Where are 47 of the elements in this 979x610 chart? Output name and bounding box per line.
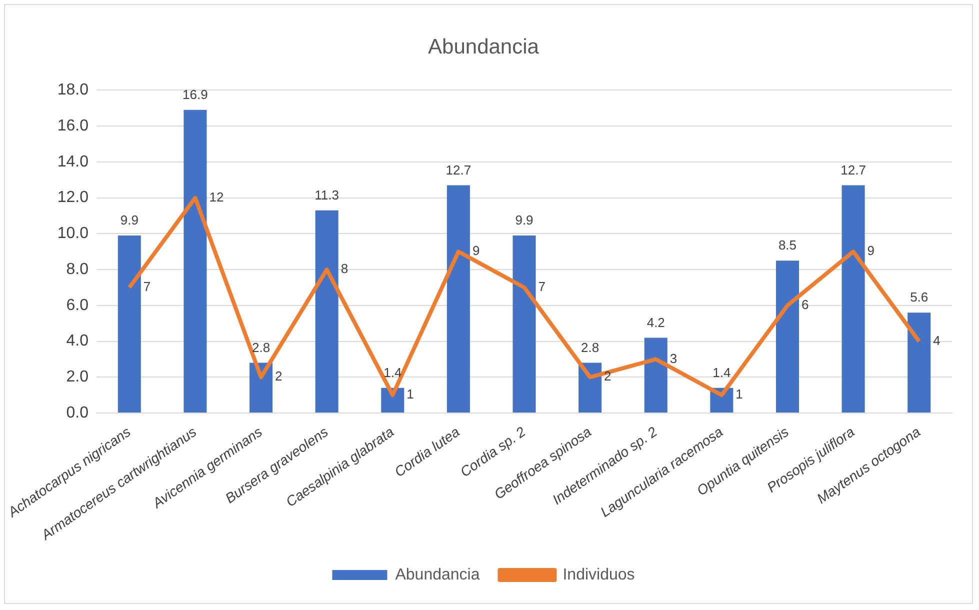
data-label: 6 bbox=[801, 296, 809, 312]
bar bbox=[842, 185, 865, 413]
data-label: 11.3 bbox=[314, 187, 339, 202]
data-label: 4 bbox=[933, 332, 940, 348]
y-tick-label: 0.0 bbox=[66, 404, 89, 422]
bar bbox=[512, 235, 536, 413]
y-tick-label: 2.0 bbox=[66, 368, 89, 386]
data-label: 7 bbox=[538, 279, 546, 294]
y-tick-label: 14.0 bbox=[57, 153, 89, 170]
data-label: 9 bbox=[472, 243, 480, 258]
data-label: 9 bbox=[867, 243, 875, 258]
chart-title: Abundancia bbox=[428, 35, 540, 58]
y-tick-label: 4.0 bbox=[66, 332, 89, 350]
data-label: 7 bbox=[143, 279, 151, 294]
data-label: 8 bbox=[340, 261, 348, 276]
data-label: 5.6 bbox=[910, 290, 928, 305]
y-tick-label: 8.0 bbox=[66, 260, 89, 278]
legend-label: Individuos bbox=[562, 566, 635, 584]
data-label: 1.4 bbox=[384, 364, 402, 380]
bar bbox=[908, 312, 931, 413]
bar bbox=[184, 110, 207, 413]
y-tick-label: 18.0 bbox=[57, 82, 89, 99]
data-label: 4.2 bbox=[646, 314, 665, 330]
data-label: 12 bbox=[209, 189, 224, 204]
data-label: 2 bbox=[275, 368, 282, 384]
data-label: 1.4 bbox=[712, 364, 731, 380]
data-label: 1 bbox=[406, 386, 414, 402]
y-tick-label: 10.0 bbox=[57, 225, 89, 242]
y-tick-label: 16.0 bbox=[57, 117, 89, 134]
y-tick-label: 6.0 bbox=[66, 296, 89, 314]
data-label: 12.7 bbox=[446, 162, 472, 178]
bar bbox=[118, 235, 141, 413]
data-label: 1 bbox=[736, 386, 743, 402]
data-label: 9.9 bbox=[515, 212, 534, 228]
bar bbox=[644, 338, 668, 413]
data-label: 8.5 bbox=[778, 238, 797, 253]
data-label: 2.8 bbox=[581, 340, 600, 355]
data-label: 16.9 bbox=[182, 87, 208, 102]
bar bbox=[776, 260, 799, 413]
data-label: 2.8 bbox=[252, 340, 270, 355]
data-label: 3 bbox=[670, 350, 678, 366]
y-tick-label: 12.0 bbox=[57, 189, 89, 206]
data-label: 9.9 bbox=[120, 212, 138, 228]
legend-label: Abundancia bbox=[395, 566, 480, 584]
bar bbox=[315, 210, 338, 413]
data-label: 12.7 bbox=[840, 162, 866, 178]
bar bbox=[446, 185, 470, 413]
